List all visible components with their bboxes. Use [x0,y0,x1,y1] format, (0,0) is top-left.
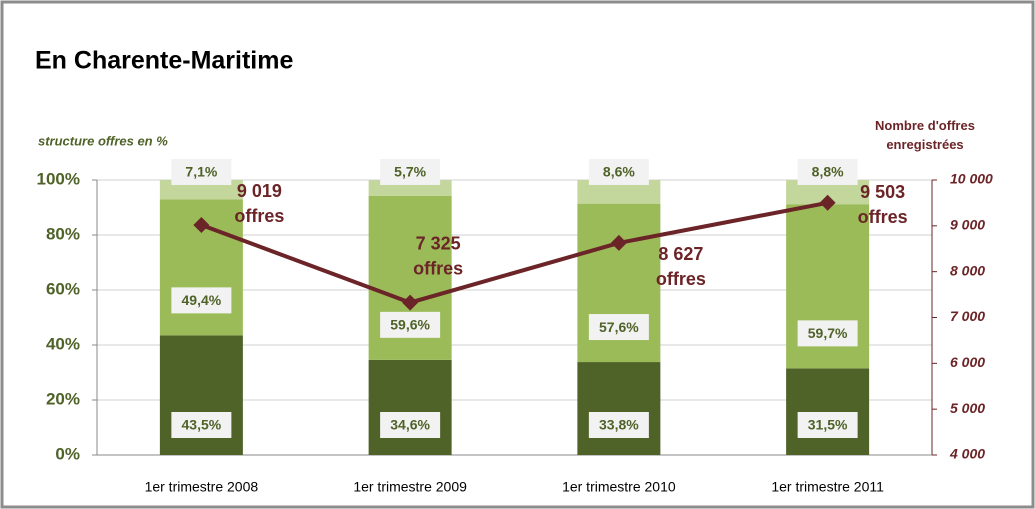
y2-tick-label: 8 000 [950,262,985,278]
marker [610,234,627,251]
data-label: 31,5% [808,417,848,433]
data-label: 43,5% [182,417,222,433]
x-tick-label: 1er trimestre 2011 [771,479,884,495]
data-label: 9 503 offres [858,182,908,227]
data-label-box [797,159,858,185]
data-label: 33,8% [599,417,639,433]
x-tick-label: 1er trimestre 2010 [562,479,676,495]
data-label: 8,6% [603,164,635,180]
data-label: 7,1% [185,164,217,180]
bar-segment [786,368,870,455]
y2-tick-label: 6 000 [950,354,985,370]
marker [402,294,419,311]
data-label: 7 325 offres [413,233,463,278]
line [200,200,829,305]
y2-tick-label: 7 000 [950,308,985,324]
x-tick-label: 1er trimestre 2009 [353,479,467,495]
y2-axis-label: Nombre d'offres enregistrées [875,118,975,152]
y-axis-label: structure offres en % [38,133,168,148]
data-label-box [171,159,232,185]
marker [193,216,210,233]
data-label-box [171,287,232,314]
data-label-box [380,159,441,185]
bar-segment [577,180,661,204]
y-tick-label: 80% [46,224,80,243]
data-label: 49,4% [182,292,222,308]
y-tick-label: 40% [46,334,80,353]
data-label: 59,6% [390,317,430,333]
y-tick-label: 100% [37,169,80,188]
data-label-box [588,412,649,438]
y-tick-label: 20% [46,389,80,408]
bar-segment [368,359,452,455]
y2-tick-label: 5 000 [950,400,985,416]
data-label: 8 627 offres [656,244,706,289]
y2-tick-label: 10 000 [950,171,993,187]
y2-tick-label: 4 000 [949,446,985,462]
data-label: 9 019 offres [234,181,284,226]
x-tick-label: 1er trimestre 2008 [145,479,259,495]
data-label-box [588,314,649,341]
data-label-box [797,320,858,347]
chart-title: En Charente-Maritime [35,47,293,75]
data-label-box [380,311,441,338]
y-tick-label: 0% [55,444,80,463]
bar-segment [577,362,661,455]
marker [819,194,836,211]
data-label-box [171,412,232,438]
y2-tick-label: 9 000 [950,217,985,233]
data-label: 8,8% [812,164,844,180]
data-label-box [380,412,441,438]
y-tick-label: 60% [46,279,80,298]
data-label: 59,7% [808,325,848,341]
data-label-box [588,159,649,185]
data-label-box [797,412,858,438]
data-label: 5,7% [394,164,426,180]
data-label: 34,6% [390,417,430,433]
data-label: 57,6% [599,319,639,335]
